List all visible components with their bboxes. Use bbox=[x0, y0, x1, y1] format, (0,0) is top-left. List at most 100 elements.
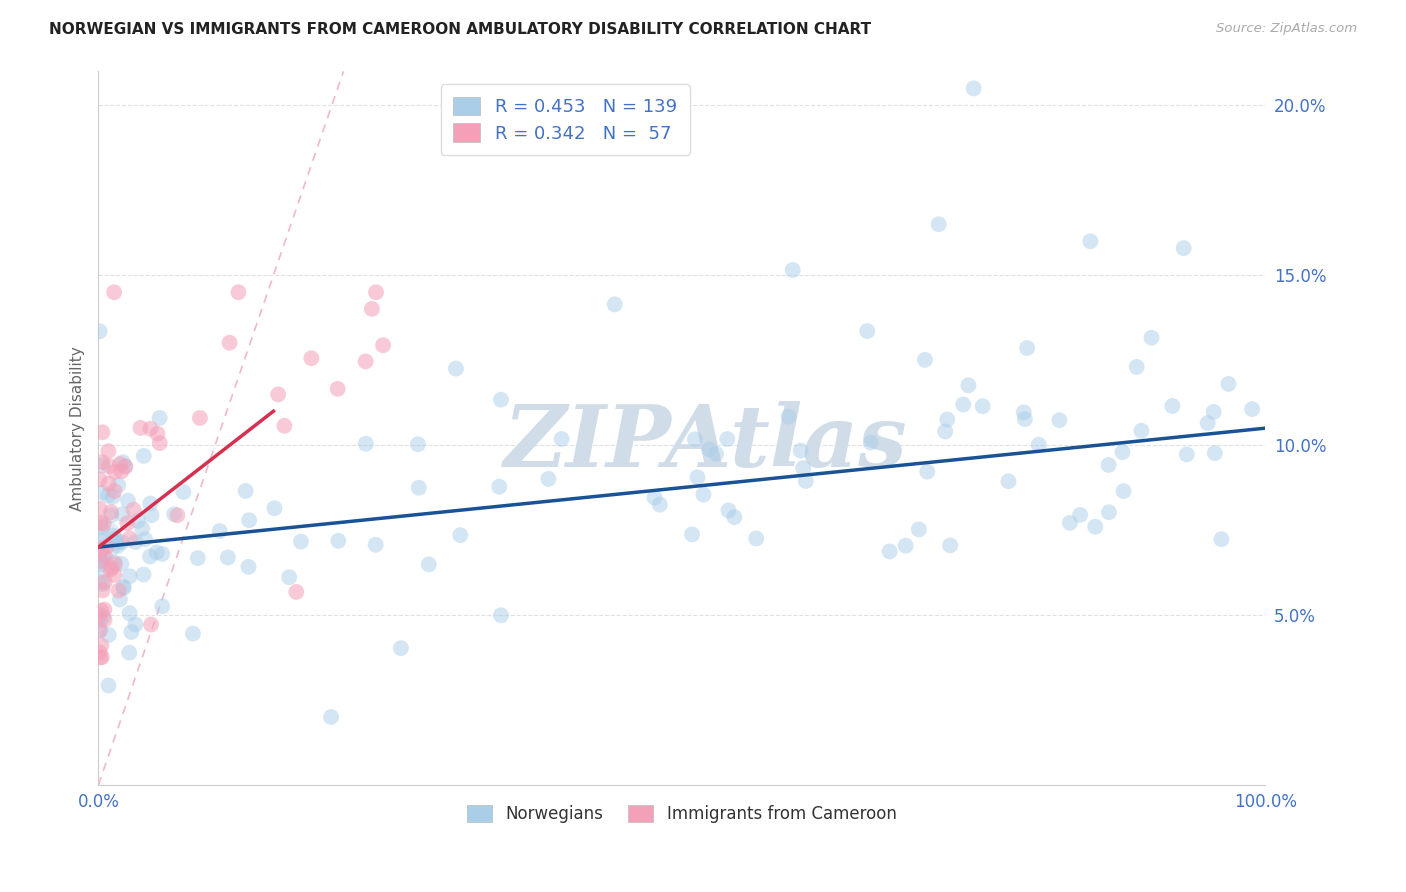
Point bbox=[90, 516, 112, 530]
Point bbox=[1098, 505, 1121, 519]
Point bbox=[962, 81, 984, 95]
Point bbox=[1097, 458, 1119, 472]
Point bbox=[107, 539, 129, 553]
Point bbox=[1069, 508, 1091, 522]
Point bbox=[285, 585, 308, 599]
Point bbox=[132, 567, 155, 582]
Point bbox=[686, 470, 709, 484]
Point bbox=[112, 581, 135, 595]
Point bbox=[537, 472, 560, 486]
Point bbox=[319, 710, 342, 724]
Point bbox=[89, 614, 111, 628]
Point bbox=[100, 505, 122, 519]
Point bbox=[93, 609, 115, 624]
Point bbox=[782, 263, 804, 277]
Point bbox=[952, 398, 974, 412]
Point bbox=[354, 354, 377, 368]
Point bbox=[716, 432, 738, 446]
Point bbox=[488, 480, 510, 494]
Point bbox=[364, 538, 387, 552]
Point bbox=[117, 493, 139, 508]
Point bbox=[489, 392, 512, 407]
Point bbox=[139, 617, 162, 632]
Point bbox=[89, 547, 111, 561]
Point bbox=[683, 432, 706, 446]
Point bbox=[91, 549, 114, 564]
Point bbox=[89, 575, 111, 590]
Point bbox=[98, 459, 121, 474]
Point bbox=[1047, 413, 1070, 427]
Point bbox=[93, 602, 115, 616]
Point bbox=[100, 563, 122, 577]
Point bbox=[90, 650, 112, 665]
Point bbox=[118, 646, 141, 660]
Point bbox=[91, 485, 114, 500]
Point bbox=[972, 399, 994, 413]
Point bbox=[90, 604, 112, 618]
Point bbox=[150, 599, 173, 614]
Point bbox=[146, 426, 169, 441]
Y-axis label: Ambulatory Disability: Ambulatory Disability bbox=[69, 346, 84, 510]
Text: NORWEGIAN VS IMMIGRANTS FROM CAMEROON AMBULATORY DISABILITY CORRELATION CHART: NORWEGIAN VS IMMIGRANTS FROM CAMEROON AM… bbox=[49, 22, 872, 37]
Point bbox=[354, 436, 377, 450]
Legend: Norwegians, Immigrants from Cameroon: Norwegians, Immigrants from Cameroon bbox=[461, 798, 903, 830]
Point bbox=[235, 483, 257, 498]
Point bbox=[124, 535, 146, 549]
Point bbox=[1140, 331, 1163, 345]
Point bbox=[163, 507, 186, 521]
Point bbox=[101, 490, 124, 504]
Point bbox=[150, 547, 173, 561]
Point bbox=[1204, 446, 1226, 460]
Point bbox=[997, 475, 1019, 489]
Point bbox=[94, 575, 117, 590]
Point bbox=[364, 285, 387, 300]
Point bbox=[118, 531, 141, 545]
Point bbox=[681, 527, 703, 541]
Point bbox=[914, 352, 936, 367]
Point bbox=[118, 569, 141, 583]
Point bbox=[103, 568, 125, 582]
Point bbox=[90, 533, 112, 547]
Point bbox=[217, 550, 239, 565]
Point bbox=[89, 501, 111, 516]
Point bbox=[131, 522, 153, 536]
Point bbox=[697, 442, 720, 457]
Point bbox=[371, 338, 394, 352]
Point bbox=[90, 639, 112, 653]
Point bbox=[145, 545, 167, 559]
Point bbox=[91, 458, 114, 473]
Point bbox=[1014, 412, 1036, 426]
Point bbox=[723, 510, 745, 524]
Point bbox=[238, 513, 260, 527]
Point bbox=[166, 508, 188, 523]
Point bbox=[692, 487, 714, 501]
Point bbox=[100, 560, 122, 574]
Point bbox=[1211, 533, 1233, 547]
Point bbox=[328, 533, 350, 548]
Point bbox=[408, 481, 430, 495]
Point bbox=[1028, 438, 1050, 452]
Point bbox=[267, 387, 290, 401]
Point bbox=[104, 465, 127, 479]
Point bbox=[132, 449, 155, 463]
Point bbox=[856, 324, 879, 338]
Point bbox=[89, 623, 111, 637]
Point bbox=[104, 532, 127, 546]
Point bbox=[794, 474, 817, 488]
Point bbox=[1197, 416, 1219, 430]
Point bbox=[139, 422, 162, 436]
Point bbox=[643, 491, 665, 505]
Point bbox=[89, 645, 111, 659]
Point bbox=[103, 285, 125, 300]
Point bbox=[114, 459, 136, 474]
Point bbox=[94, 549, 117, 563]
Point bbox=[89, 472, 111, 486]
Point bbox=[91, 455, 114, 469]
Point bbox=[917, 465, 939, 479]
Point bbox=[91, 425, 114, 440]
Point bbox=[97, 679, 120, 693]
Point bbox=[103, 555, 125, 569]
Point bbox=[141, 508, 163, 523]
Point bbox=[1173, 241, 1195, 255]
Point bbox=[111, 535, 134, 549]
